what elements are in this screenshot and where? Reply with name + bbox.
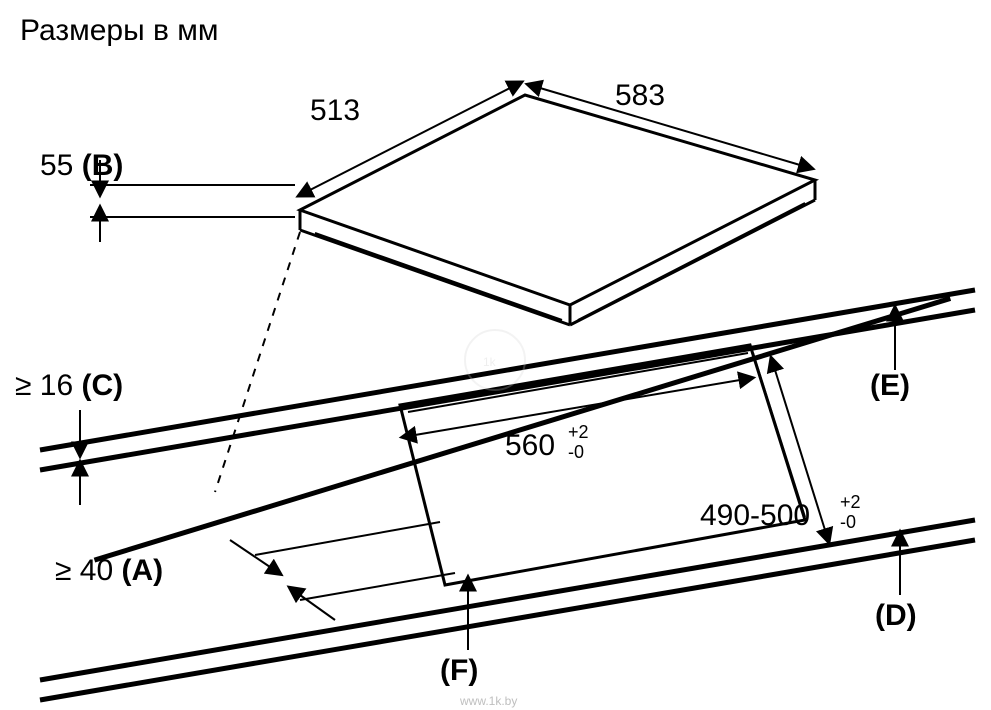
dim-55-group: 55 (B) [40,149,123,182]
dim-513: 513 [310,88,510,190]
dim-560-up: +2 [568,422,589,442]
dim-a: ≥ 40 (A) [55,522,455,620]
title-text: Размеры в мм [20,14,219,47]
dim-513-value: 513 [310,94,360,127]
label-e: (E) [870,320,910,402]
dim-c-letter: (C) [82,369,124,402]
svg-text:1k: 1k [483,355,497,369]
dim-a-prefix: ≥ 40 [55,554,122,587]
dim-55-value: 55 [40,149,82,182]
dim-560-value: 560 [505,429,555,462]
dim-560-dn: -0 [568,442,584,462]
dim-55-letter: (B) [82,149,124,182]
label-d-text: (D) [875,599,917,632]
dim-583: 583 [540,79,800,165]
watermark-circle: 1k [465,330,525,390]
dim-490-value: 490-500 [700,499,810,532]
dim-490-up: +2 [840,492,861,512]
diagram-svg: Размеры в мм 513 583 55 (B) [0,0,991,710]
cutout [400,345,805,585]
dim-c-group: ≥ 16 (C) [15,369,123,402]
label-e-text: (E) [870,369,910,402]
dim-55: 55 (B) [40,149,295,242]
watermark-text: www.1k.by [459,694,517,708]
dim-a-group: ≥ 40 (A) [55,554,163,587]
dim-a-letter: (A) [122,554,164,587]
dim-490: 490-500 +2 -0 [700,370,861,532]
dim-c-prefix: ≥ 16 [15,369,82,402]
label-f-text: (F) [440,654,478,687]
countertop-edges [40,290,975,700]
hob-top-face [300,95,815,325]
projection-dash [215,232,300,492]
dim-583-value: 583 [615,79,665,112]
dim-490-dn: -0 [840,512,856,532]
